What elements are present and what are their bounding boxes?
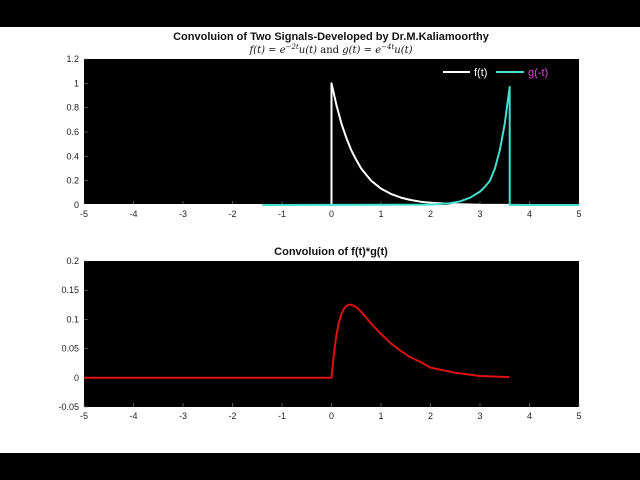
bottom-plot: -5 -4 -3 -2 -1 0 1 2 3 4 5 -0.05 0 0.05 0.1 0.15 0.2 [58,256,581,421]
x-tick-label: 3 [477,209,482,219]
x-tick-label: -2 [228,411,236,421]
y-tick-label: 1 [74,78,79,88]
x-tick-label: 5 [576,209,581,219]
x-tick-label: -5 [80,209,88,219]
x-tick-label: -2 [228,209,236,219]
plot-area [84,261,579,407]
top-plot-title: Convoluion of Two Signals-Developed by D… [173,31,490,43]
y-tick-label: -0.05 [58,402,79,412]
y-tick-label: 0.05 [61,344,79,354]
legend-label: g(-t) [528,67,548,79]
y-tick-label: 0.4 [66,151,79,161]
series-line-gt [262,86,579,206]
y-tick-label: 0.2 [66,176,79,186]
x-tick-label: -3 [179,209,187,219]
x-tick-label: -5 [80,411,88,421]
x-tick-label: -1 [278,209,286,219]
x-tick-label: 1 [378,411,383,421]
x-tick-label: -4 [129,209,137,219]
legend-label: f(t) [474,67,487,79]
x-tick-label: 5 [576,411,581,421]
x-tick-label: 1 [378,209,383,219]
x-tick-label: -1 [278,411,286,421]
x-tick-label: -4 [129,411,137,421]
top-plot-subtitle: f(t) = e−2tu(t) and g(t) = e−4tu(t) [248,43,412,56]
y-tick-label: 0.6 [66,127,79,137]
series-line-ft [84,82,579,206]
x-tick-label: 4 [527,411,532,421]
x-tick-label: 2 [428,209,433,219]
y-tick-label: 0.15 [61,285,79,295]
x-tick-label: 0 [329,411,334,421]
legend: f(t) g(-t) [443,67,548,79]
x-tick-label: 4 [527,209,532,219]
top-plot: -5 -4 -3 -2 -1 0 1 2 3 4 5 0 0.2 0.4 0.6 0.8 1 1.2 f(t) g(-… [66,54,581,219]
y-tick-label: 0.1 [66,314,79,324]
series-line-convolution [84,303,510,379]
x-tick-label: 0 [329,209,334,219]
y-tick-label: 0.8 [66,103,79,113]
x-tick-label: -3 [179,411,187,421]
x-tick-label: 2 [428,411,433,421]
y-tick-label: 0.2 [66,256,79,266]
x-tick-label: 3 [477,411,482,421]
y-tick-label: 0 [74,373,79,383]
y-tick-label: 1.2 [66,54,79,64]
y-tick-label: 0 [74,200,79,210]
bottom-plot-title: Convoluion of f(t)*g(t) [274,246,388,258]
